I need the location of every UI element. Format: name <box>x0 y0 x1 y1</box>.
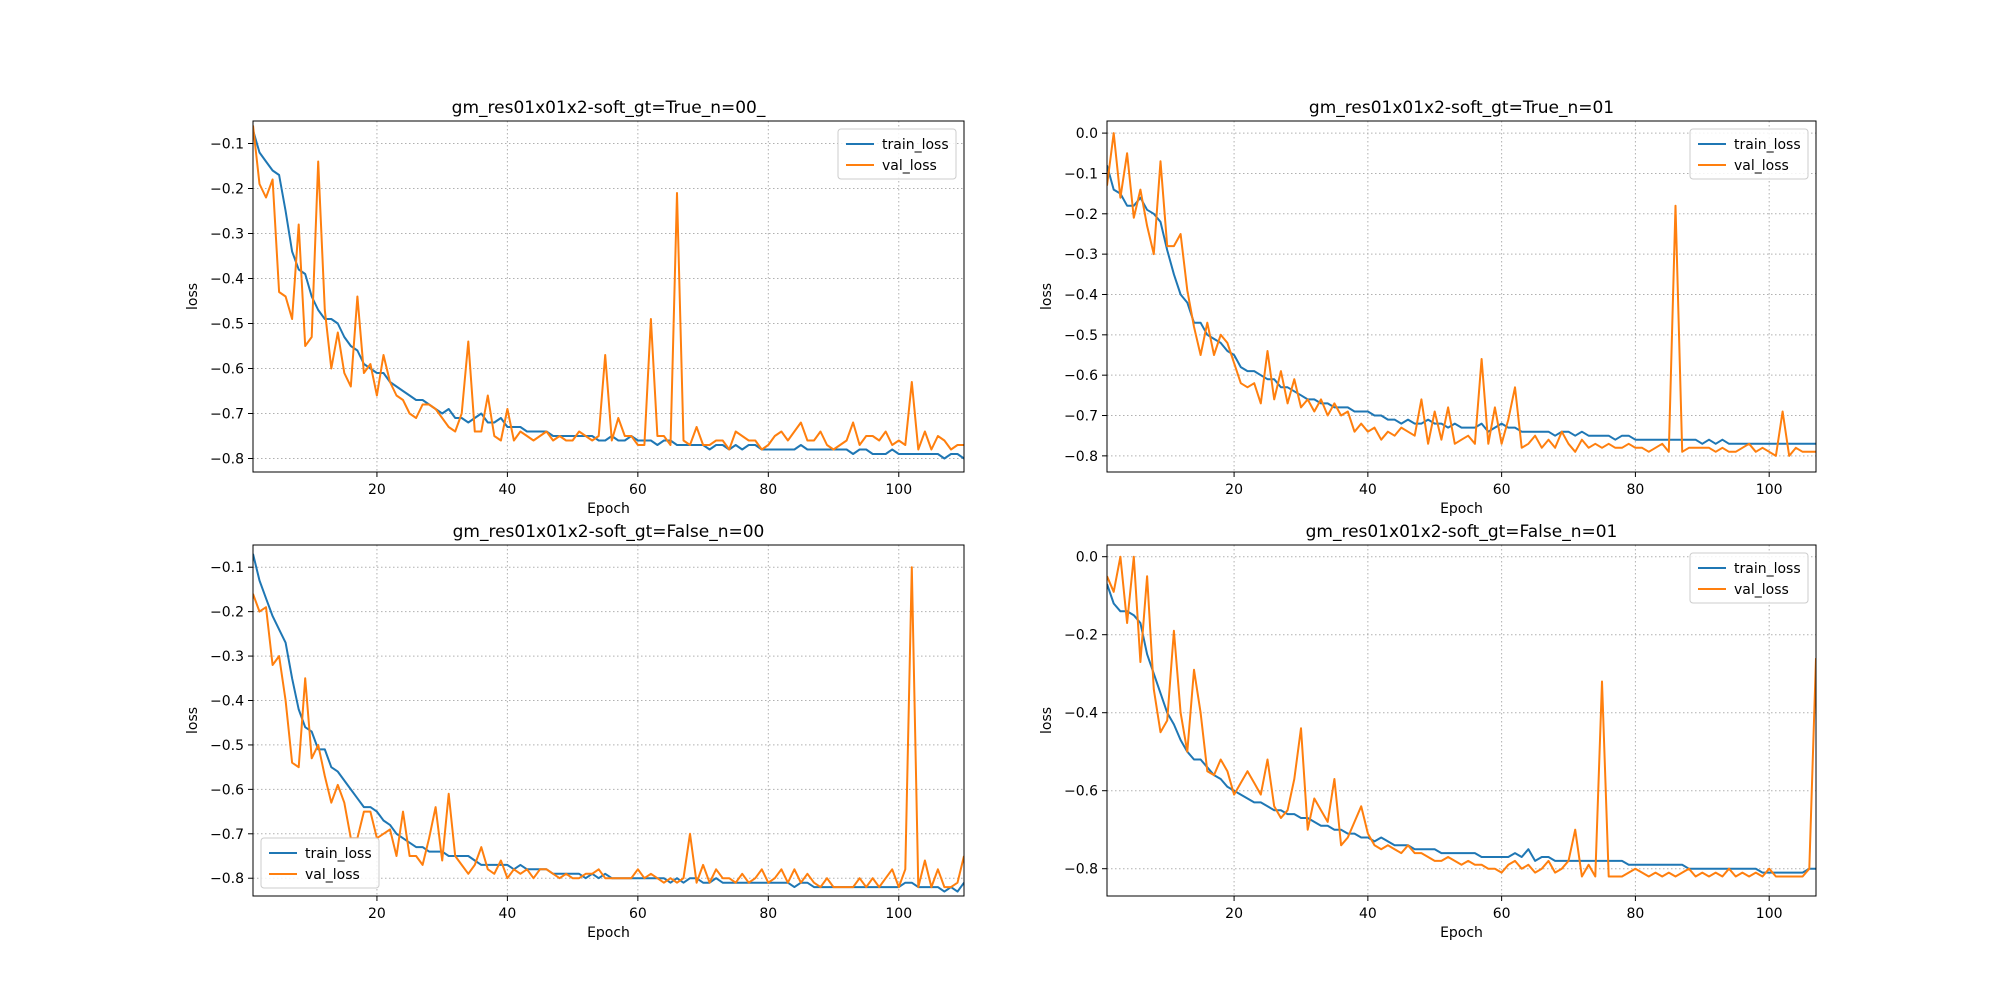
x-tick-label: 80 <box>1626 906 1644 922</box>
x-tick-label: 20 <box>1225 482 1243 498</box>
y-tick-label: 0.0 <box>1076 550 1098 566</box>
legend: train_loss val_loss <box>1689 552 1809 604</box>
y-axis-label: loss <box>185 707 201 734</box>
x-axis-label: Epoch <box>587 501 630 517</box>
chart-title: gm_res01x01x2-soft_gt=False_n=00 <box>453 522 765 542</box>
series-line-val_loss <box>253 125 964 451</box>
legend-label-train_loss: train_loss <box>1734 137 1801 153</box>
x-tick-label: 80 <box>759 906 777 922</box>
y-tick-label: −0.6 <box>210 362 244 378</box>
legend-label-train_loss: train_loss <box>882 137 949 153</box>
series-group <box>253 125 964 460</box>
chart-panel-4: 20 40 60 80 100 −0.8 −0.6 −0.4 −0.2 0.0 gm_res01x0… <box>1039 522 1817 941</box>
y-axis-label: loss <box>1039 283 1055 310</box>
x-tick-label: 100 <box>1756 482 1783 498</box>
y-tick-label: −0.8 <box>210 871 244 887</box>
y-tick-label: −0.2 <box>210 182 244 198</box>
chart-panel-2: 20 40 60 80 100 −0.8 −0.7 −0.6 −0.5 −0.4 −0.3 −0.2 −… <box>1039 98 1817 517</box>
series-group <box>1107 555 1816 878</box>
x-tick-label: 60 <box>629 906 647 922</box>
legend: train_loss val_loss <box>260 837 380 889</box>
y-tick-label: −0.3 <box>1064 247 1098 263</box>
legend-label-train_loss: train_loss <box>1734 561 1801 577</box>
y-tick-label: −0.5 <box>210 317 244 333</box>
y-axis-label: loss <box>1039 707 1055 734</box>
x-tick-label: 40 <box>498 482 516 498</box>
x-tick-label: 60 <box>629 482 647 498</box>
chart-title: gm_res01x01x2-soft_gt=True_n=01 <box>1309 98 1614 118</box>
legend-label-val_loss: val_loss <box>882 158 937 174</box>
legend: train_loss val_loss <box>837 128 957 180</box>
x-tick-label: 40 <box>498 906 516 922</box>
y-tick-label: −0.8 <box>210 452 244 468</box>
y-tick-label: −0.4 <box>210 694 244 710</box>
axes-frame <box>1106 120 1817 473</box>
y-tick-label: −0.7 <box>1064 409 1098 425</box>
y-tick-label: −0.8 <box>1064 449 1098 465</box>
series-line-train_loss <box>1107 165 1816 445</box>
x-tick-label: 100 <box>885 482 912 498</box>
y-tick-label: −0.7 <box>210 827 244 843</box>
y-tick-label: 0.0 <box>1076 126 1098 142</box>
x-tick-label: 60 <box>1493 482 1511 498</box>
x-tick-label: 100 <box>1756 906 1783 922</box>
x-tick-label: 40 <box>1359 482 1377 498</box>
chart-panel-3: 20 40 60 80 100 −0.8 −0.7 −0.6 −0.5 −0.4 −0.3 −0.2 −… <box>185 522 965 941</box>
x-tick-label: 20 <box>1225 906 1243 922</box>
y-tick-label: −0.1 <box>210 137 244 153</box>
legend-label-val_loss: val_loss <box>1734 582 1789 598</box>
x-tick-label: 40 <box>1359 906 1377 922</box>
y-tick-label: −0.3 <box>210 649 244 665</box>
x-tick-label: 60 <box>1493 906 1511 922</box>
y-tick-label: −0.2 <box>1064 207 1098 223</box>
axes-frame <box>252 120 965 473</box>
chart-panel-1: 20 40 60 80 100 −0.8 −0.7 −0.6 −0.5 −0.4 −0.3 −0.2 −… <box>185 98 965 517</box>
y-axis-label: loss <box>185 283 201 310</box>
series-line-train_loss <box>1107 583 1816 874</box>
y-tick-label: −0.5 <box>1064 328 1098 344</box>
y-tick-label: −0.1 <box>210 560 244 576</box>
chart-title: gm_res01x01x2-soft_gt=True_n=00_ <box>452 98 766 118</box>
x-axis-label: Epoch <box>1440 501 1483 517</box>
x-tick-label: 20 <box>368 906 386 922</box>
legend-box <box>260 837 380 889</box>
y-tick-label: −0.4 <box>210 272 244 288</box>
y-tick-label: −0.8 <box>1064 862 1098 878</box>
y-tick-label: −0.6 <box>210 782 244 798</box>
legend: train_loss val_loss <box>1689 128 1809 180</box>
legend-box <box>1689 552 1809 604</box>
series-line-val_loss <box>253 566 964 889</box>
series-line-val_loss <box>1107 555 1816 878</box>
legend-label-train_loss: train_loss <box>305 846 372 862</box>
x-tick-label: 80 <box>1626 482 1644 498</box>
x-tick-label: 80 <box>759 482 777 498</box>
x-axis-label: Epoch <box>587 925 630 941</box>
y-tick-label: −0.4 <box>1064 706 1098 722</box>
series-group <box>253 553 964 893</box>
y-tick-label: −0.5 <box>210 738 244 754</box>
y-tick-label: −0.7 <box>210 407 244 423</box>
legend-box <box>837 128 957 180</box>
axes-frame <box>252 544 965 897</box>
legend-box <box>1689 128 1809 180</box>
y-tick-label: −0.2 <box>210 605 244 621</box>
series-group <box>1107 132 1816 457</box>
y-tick-label: −0.1 <box>1064 166 1098 182</box>
axes-frame <box>1106 544 1817 897</box>
chart-title: gm_res01x01x2-soft_gt=False_n=01 <box>1306 522 1618 542</box>
x-tick-label: 20 <box>368 482 386 498</box>
x-tick-label: 100 <box>885 906 912 922</box>
y-tick-label: −0.6 <box>1064 784 1098 800</box>
y-tick-label: −0.3 <box>210 227 244 243</box>
y-tick-label: −0.4 <box>1064 287 1098 303</box>
x-axis-label: Epoch <box>1440 925 1483 941</box>
series-line-val_loss <box>1107 132 1816 457</box>
legend-label-val_loss: val_loss <box>305 867 360 883</box>
y-tick-label: −0.2 <box>1064 628 1098 644</box>
y-tick-label: −0.6 <box>1064 368 1098 384</box>
legend-label-val_loss: val_loss <box>1734 158 1789 174</box>
